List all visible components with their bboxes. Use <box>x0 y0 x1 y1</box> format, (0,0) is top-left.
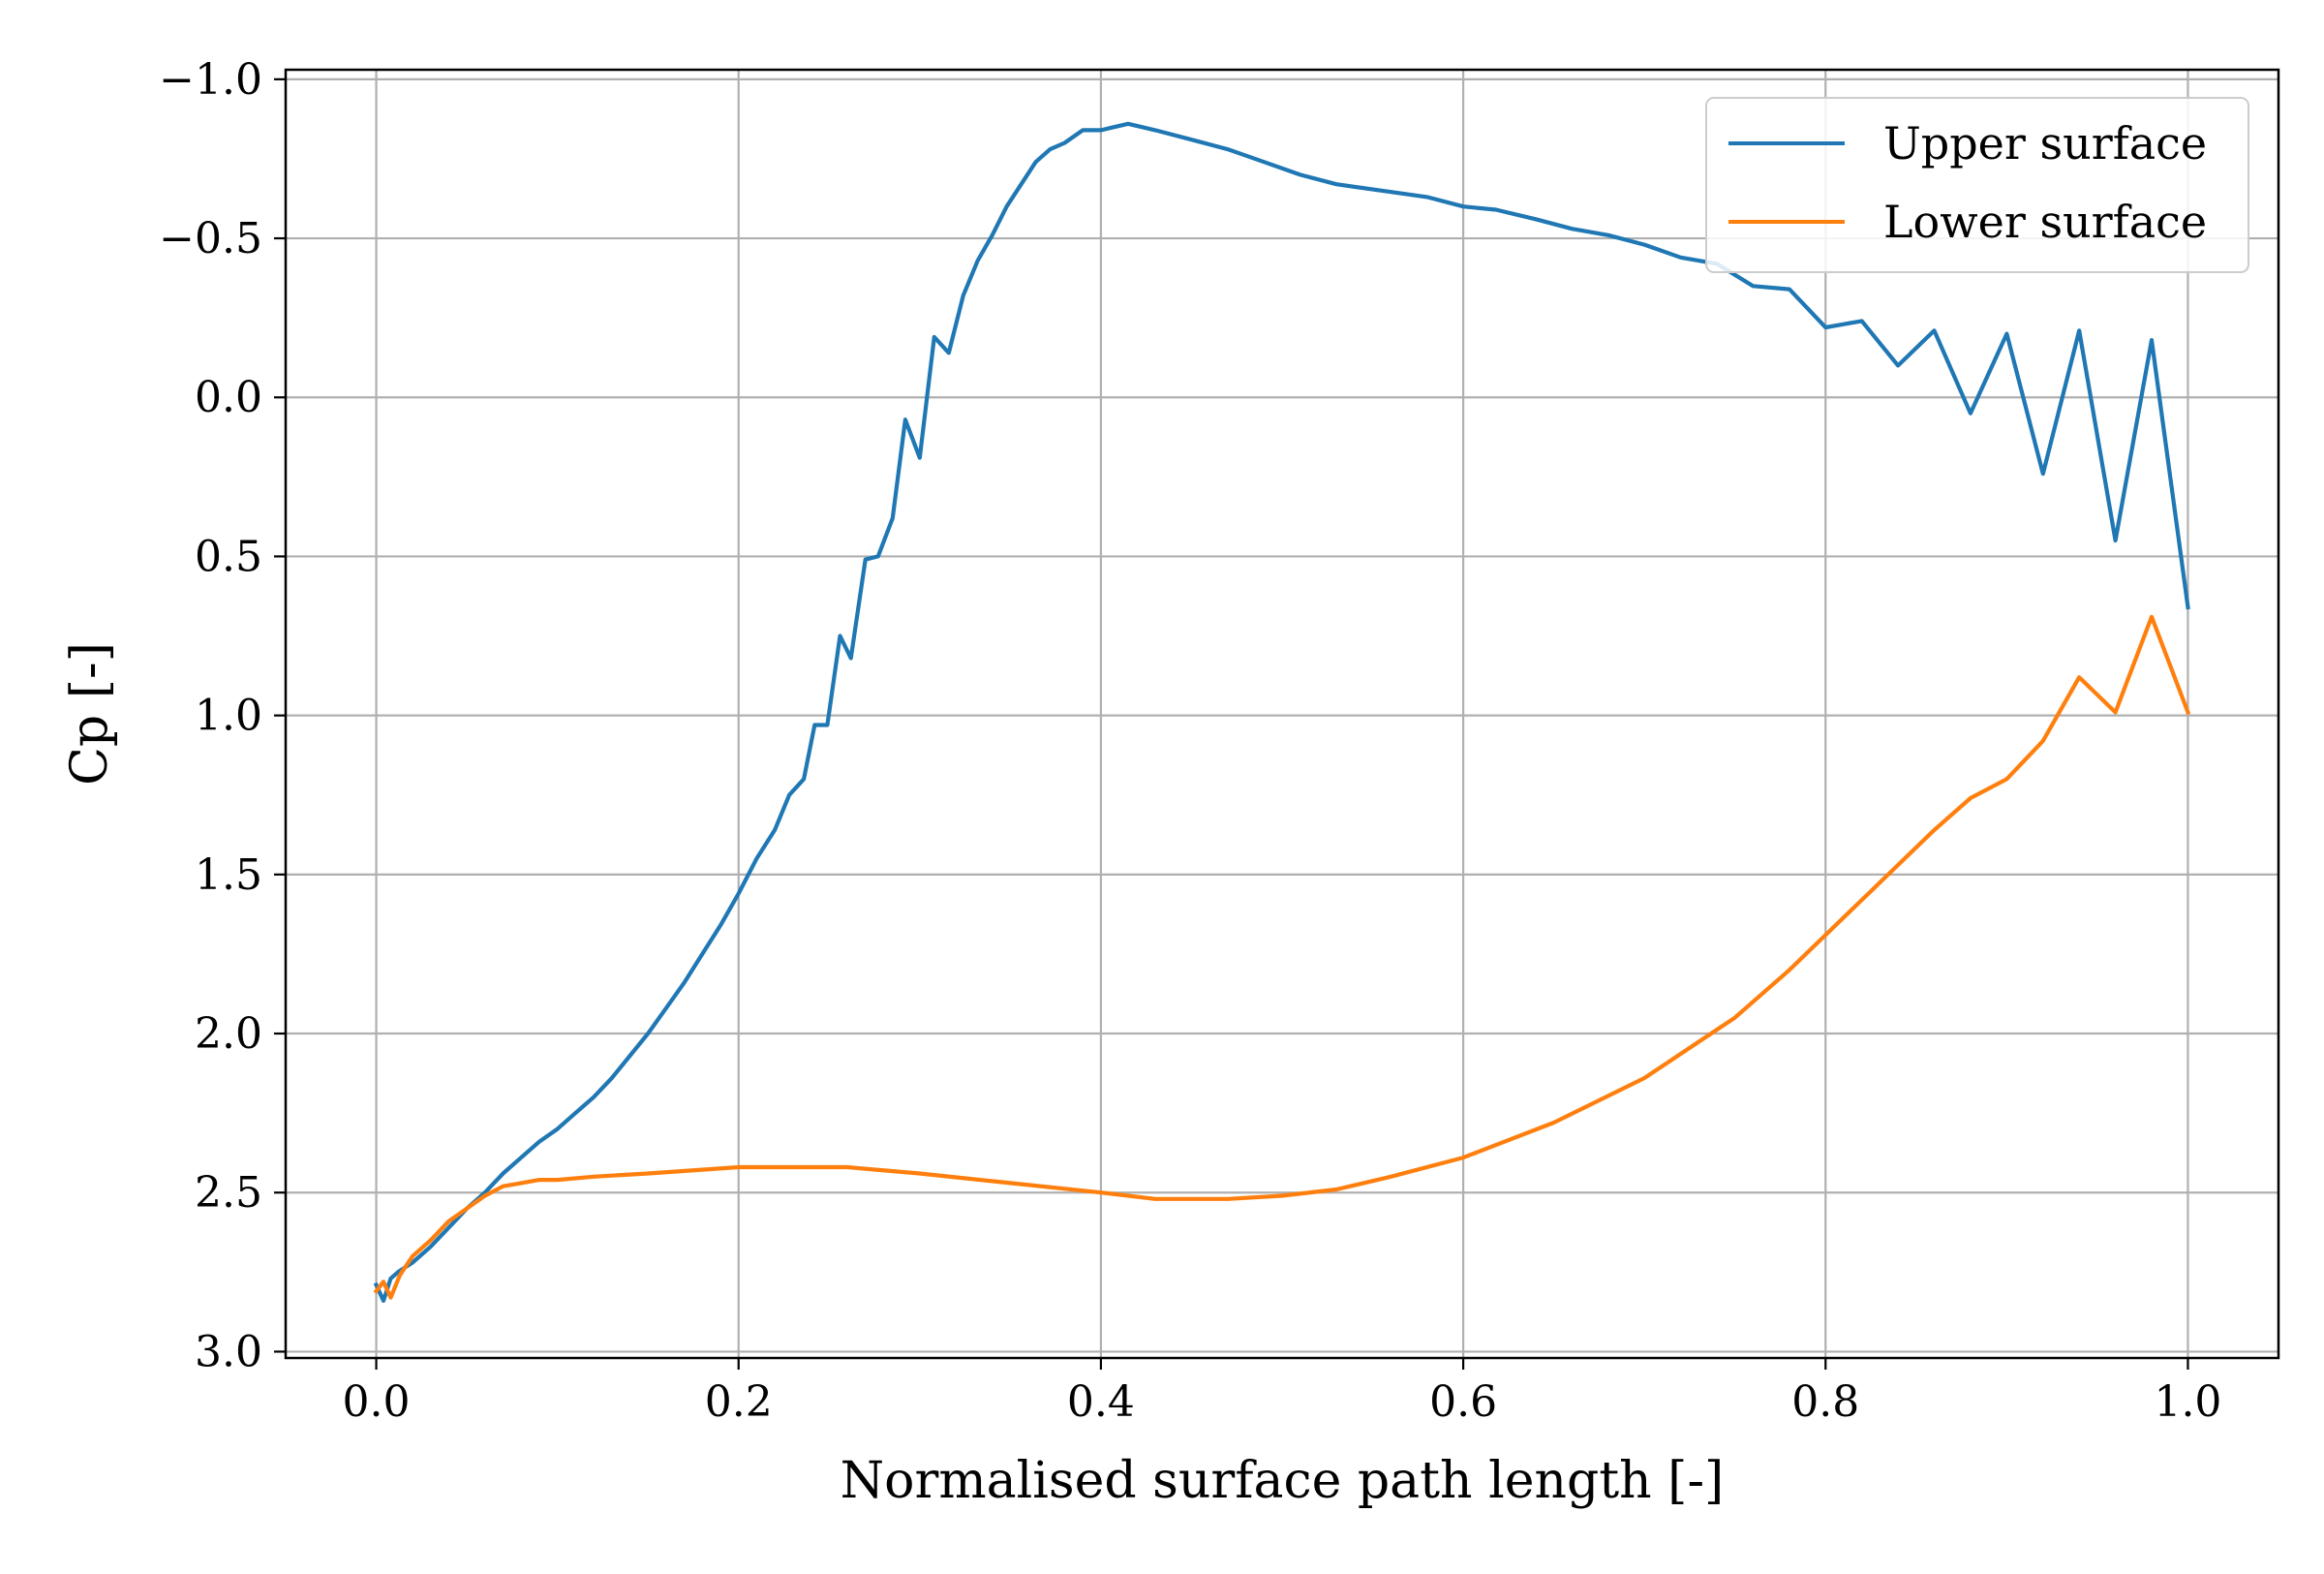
y-tick-label: −0.5 <box>159 214 262 263</box>
y-tick-label: 2.0 <box>195 1009 262 1059</box>
legend-label-upper-surface: Upper surface <box>1883 117 2207 170</box>
y-tick-label: 1.0 <box>195 692 262 741</box>
x-axis-title: Normalised surface path length [-] <box>841 1452 1725 1510</box>
y-tick-label: −1.0 <box>159 55 262 105</box>
y-tick-label: 0.0 <box>195 373 262 422</box>
legend-label-lower-surface: Lower surface <box>1883 196 2207 248</box>
plot-area <box>286 70 2278 1358</box>
y-tick-label: 0.5 <box>195 532 262 581</box>
x-tick-label: 0.4 <box>1067 1377 1135 1427</box>
x-tick-label: 0.6 <box>1429 1377 1497 1427</box>
x-tick-label: 0.8 <box>1791 1377 1859 1427</box>
tick-layer: 0.0 0.2 0.4 0.6 0.8 1.0 −1.0 −0.5 0.0 0.5 1.0 1.5 2.… <box>159 55 2221 1427</box>
x-tick-label: 0.0 <box>343 1377 411 1427</box>
series-line-lower-surface <box>373 614 2191 1300</box>
y-tick-label: 2.5 <box>195 1168 262 1218</box>
legend: Upper surface Lower surface <box>1705 97 2249 273</box>
x-tick-label: 0.2 <box>705 1377 773 1427</box>
plot-frame <box>284 68 2280 1360</box>
y-tick-label: 1.5 <box>195 850 262 900</box>
y-axis-title: Cp [-] <box>61 642 119 786</box>
x-tick-label: 1.0 <box>2154 1377 2221 1427</box>
y-tick-label: 3.0 <box>195 1327 262 1376</box>
